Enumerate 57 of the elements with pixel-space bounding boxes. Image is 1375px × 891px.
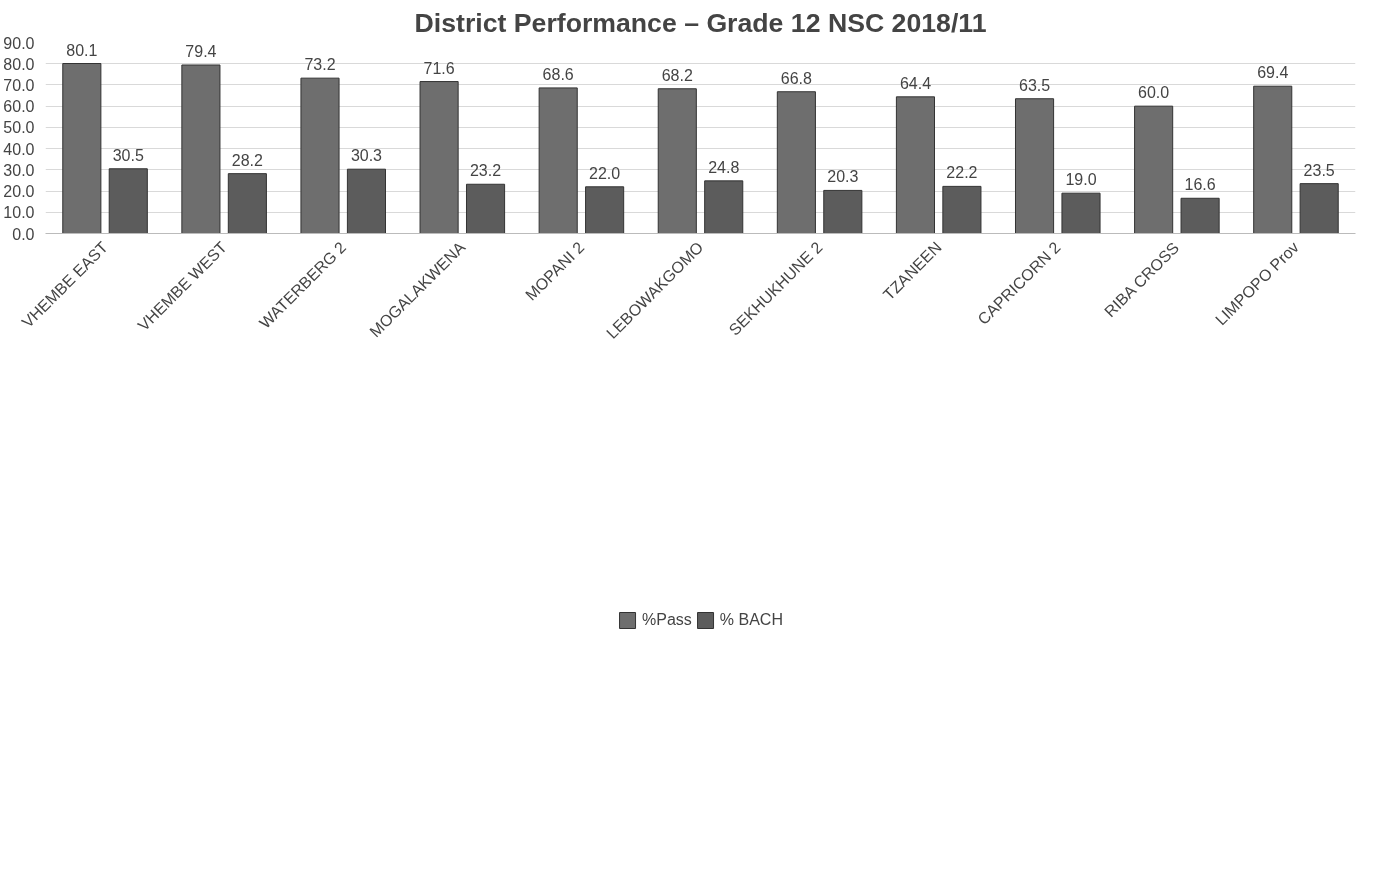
bar [1253,85,1293,234]
data-label: 73.2 [304,56,336,74]
bar [1061,192,1101,234]
data-label: 16.6 [1184,176,1216,194]
data-label: 28.2 [231,151,264,169]
bar [346,168,386,234]
chart-title: District Performance – Grade 12 NSC 2018/11 [414,7,987,38]
bar [657,88,697,234]
data-label: 22.0 [589,164,621,182]
data-label: 69.4 [1257,64,1289,82]
bar [1299,183,1339,234]
y-tick-label: 0.0 [12,225,35,243]
data-label: 24.8 [708,158,740,176]
bar [942,185,982,234]
y-tick-label: 50.0 [3,119,35,137]
bar [776,91,816,234]
data-label: 64.4 [899,74,932,92]
bar [585,186,625,234]
bar [823,189,863,234]
data-label: 68.6 [542,65,574,83]
bar [465,183,506,234]
data-label: 30.3 [350,147,383,165]
bar [1015,98,1055,234]
bar [1180,197,1220,234]
y-tick-label: 10.0 [3,204,35,222]
bar [62,63,102,234]
data-label: 20.3 [827,168,859,186]
data-label: 71.6 [423,59,455,77]
data-label: 66.8 [780,69,813,87]
bar [227,173,267,234]
data-label: 80.1 [66,41,98,59]
bar [300,77,340,234]
data-label: 19.0 [1065,171,1097,189]
data-label: 60.0 [1138,84,1170,102]
bar [419,81,459,234]
bar [704,180,744,234]
y-tick-label: 60.0 [3,98,35,116]
bar [538,87,578,234]
y-tick-label: 90.0 [3,34,35,52]
y-tick-label: 30.0 [3,161,35,179]
y-tick-label: 70.0 [3,76,35,94]
data-label: 30.5 [112,146,144,164]
data-label: 63.5 [1018,76,1051,94]
data-label: 23.2 [469,162,502,180]
y-tick-label: 20.0 [3,183,35,201]
data-label: 22.2 [946,164,978,182]
data-label: 68.2 [661,66,693,84]
y-tick-label: 80.0 [3,55,35,73]
bar [181,64,221,234]
bar [108,168,148,234]
legend-label: % BACH [719,611,783,629]
bar [1134,105,1174,234]
legend-label: %Pass [642,611,692,629]
data-label: 79.4 [185,43,217,60]
bar [895,96,936,234]
data-label: 23.5 [1303,161,1335,179]
y-tick-label: 40.0 [3,140,35,158]
